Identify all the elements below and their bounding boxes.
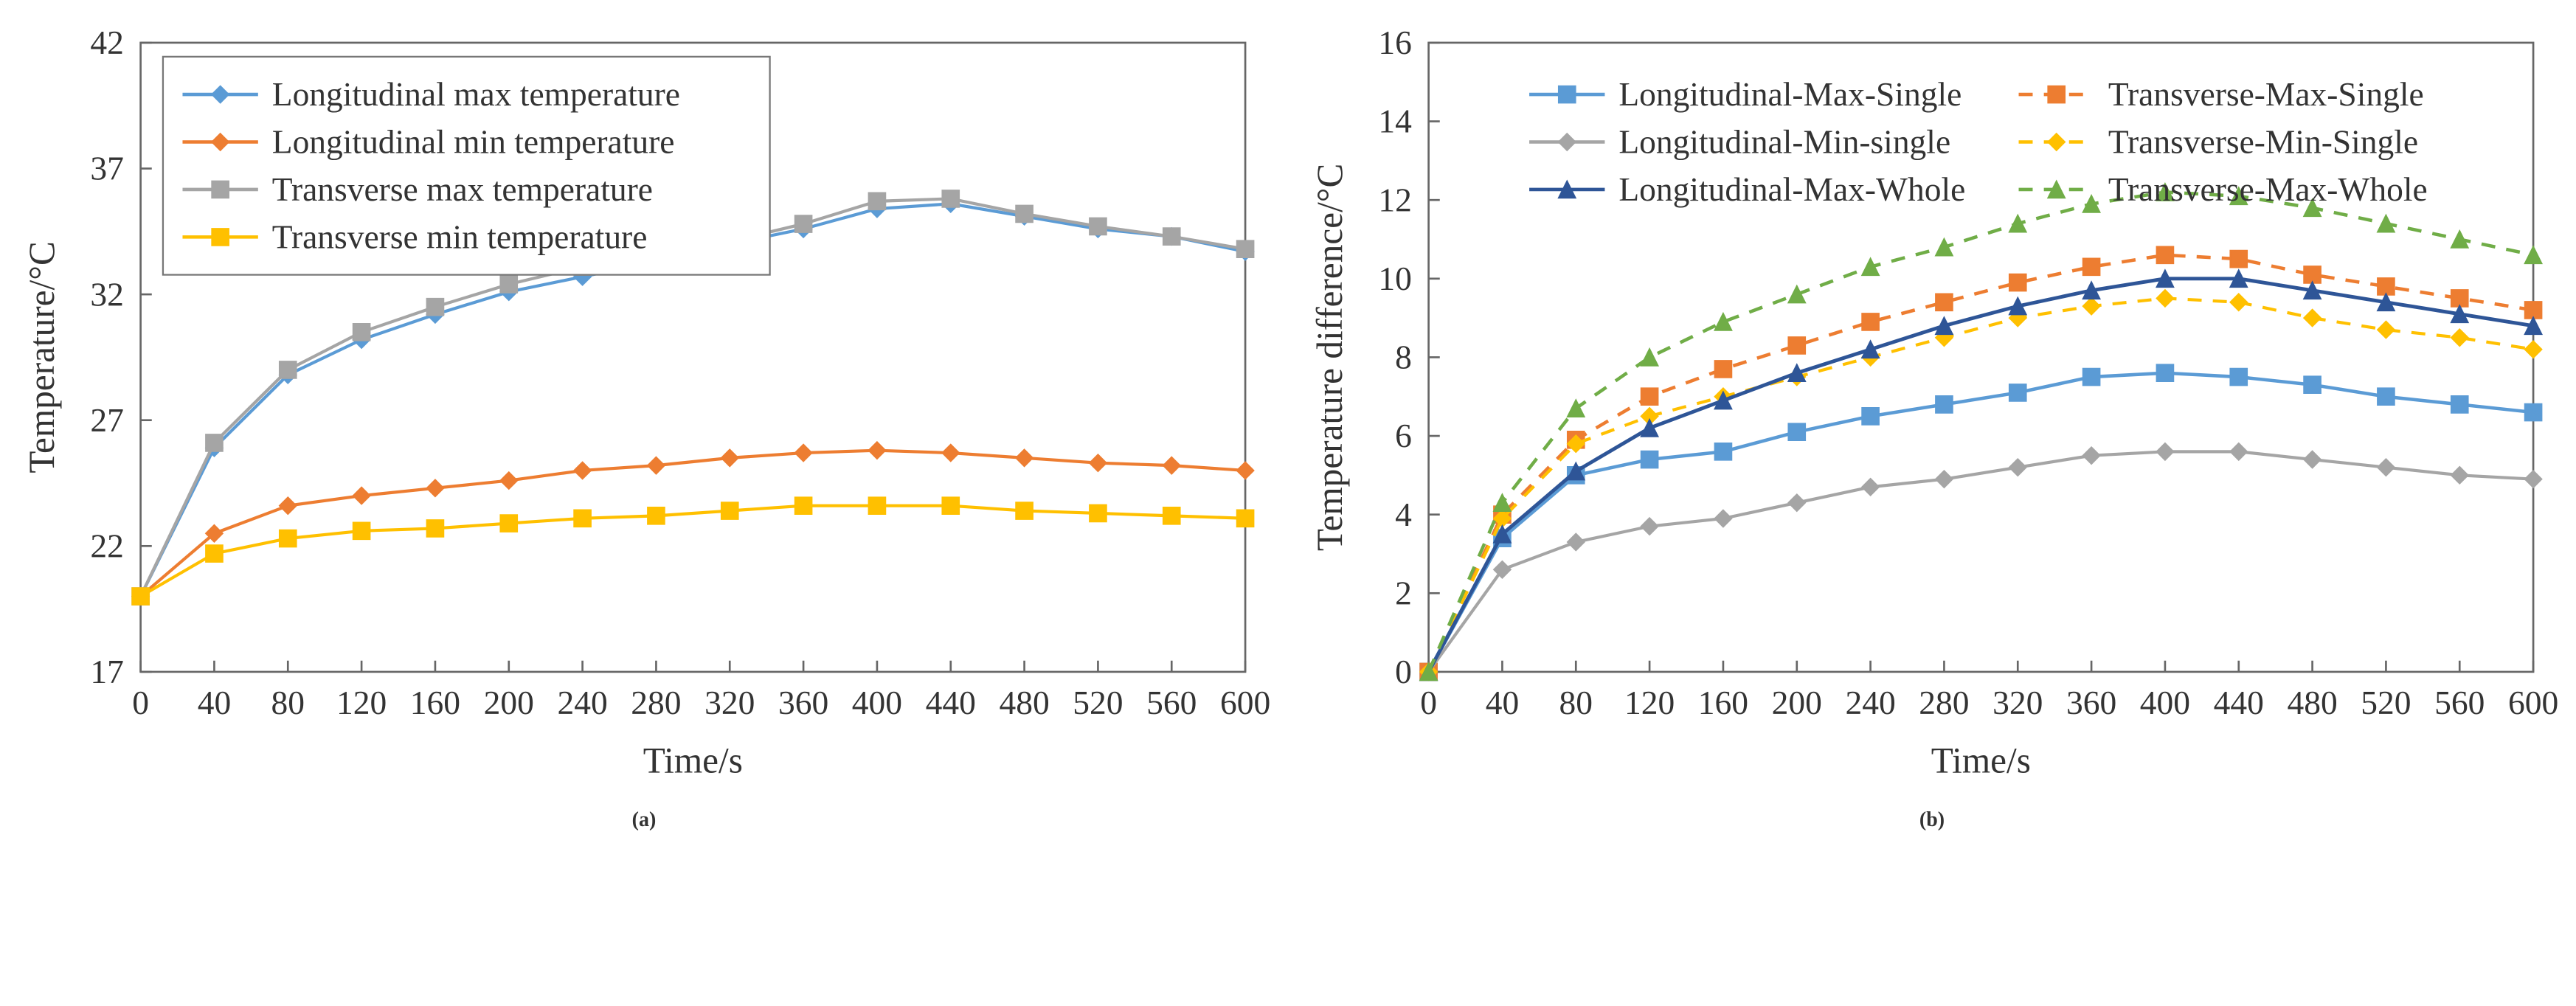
svg-text:10: 10 xyxy=(1378,260,1411,297)
panel-b: 0246810121416040801201602002402803203604… xyxy=(1303,15,2561,832)
svg-text:200: 200 xyxy=(484,684,534,721)
svg-text:160: 160 xyxy=(1698,684,1748,721)
svg-text:8: 8 xyxy=(1395,339,1412,376)
svg-text:600: 600 xyxy=(1220,684,1270,721)
panel-a: 17 22 27 32 37 42 0 40 80 120 160 200 240 280 320 360 40… xyxy=(15,15,1273,832)
svg-text:480: 480 xyxy=(999,684,1049,721)
svg-text:Time/s: Time/s xyxy=(1931,740,2031,780)
svg-text:Longitudinal-Max-Whole: Longitudinal-Max-Whole xyxy=(1618,170,1965,208)
svg-text:320: 320 xyxy=(704,684,755,721)
svg-text:240: 240 xyxy=(557,684,607,721)
svg-text:Transverse-Max-Single: Transverse-Max-Single xyxy=(2108,75,2424,113)
svg-text:400: 400 xyxy=(852,684,902,721)
svg-text:12: 12 xyxy=(1378,181,1411,218)
svg-text:520: 520 xyxy=(1073,684,1123,721)
svg-text:280: 280 xyxy=(631,684,681,721)
svg-text:120: 120 xyxy=(1624,684,1675,721)
svg-text:40: 40 xyxy=(1486,684,1519,721)
svg-text:Transverse max temperature: Transverse max temperature xyxy=(272,170,653,208)
svg-text:4: 4 xyxy=(1395,496,1412,533)
svg-text:40: 40 xyxy=(198,684,231,721)
svg-text:Longitudinal-Min-single: Longitudinal-Min-single xyxy=(1618,123,1950,161)
svg-text:17: 17 xyxy=(90,653,123,690)
svg-text:560: 560 xyxy=(2434,684,2485,721)
svg-text:Longitudinal min temperature: Longitudinal min temperature xyxy=(272,123,675,161)
svg-text:480: 480 xyxy=(2287,684,2337,721)
svg-text:22: 22 xyxy=(90,527,123,564)
svg-text:32: 32 xyxy=(90,275,123,313)
svg-text:Transverse min temperature: Transverse min temperature xyxy=(272,218,648,256)
svg-text:360: 360 xyxy=(778,684,828,721)
svg-text:37: 37 xyxy=(90,150,123,187)
svg-text:600: 600 xyxy=(2508,684,2558,721)
svg-text:80: 80 xyxy=(271,684,305,721)
caption-a: (a) xyxy=(632,808,657,832)
svg-text:27: 27 xyxy=(90,401,123,439)
svg-text:2: 2 xyxy=(1395,574,1412,611)
svg-text:560: 560 xyxy=(1146,684,1197,721)
svg-text:42: 42 xyxy=(90,24,123,61)
svg-text:6: 6 xyxy=(1395,417,1412,454)
svg-text:0: 0 xyxy=(132,684,149,721)
svg-text:320: 320 xyxy=(1992,684,2043,721)
svg-text:160: 160 xyxy=(410,684,460,721)
svg-text:120: 120 xyxy=(336,684,387,721)
svg-text:80: 80 xyxy=(1559,684,1593,721)
chart-a-svg: 17 22 27 32 37 42 0 40 80 120 160 200 240 280 320 360 40… xyxy=(15,15,1273,798)
svg-text:400: 400 xyxy=(2140,684,2190,721)
svg-text:280: 280 xyxy=(1919,684,1969,721)
svg-text:200: 200 xyxy=(1772,684,1822,721)
caption-b: (b) xyxy=(1919,808,1945,832)
svg-text:0: 0 xyxy=(1395,653,1412,690)
chart-b: 0246810121416040801201602002402803203604… xyxy=(1303,15,2561,798)
svg-text:Time/s: Time/s xyxy=(643,740,743,780)
chart-b-svg: 0246810121416040801201602002402803203604… xyxy=(1303,15,2561,798)
svg-text:16: 16 xyxy=(1378,24,1411,61)
svg-text:Transverse-Min-Single: Transverse-Min-Single xyxy=(2108,123,2418,161)
svg-text:Temperature difference/°C: Temperature difference/°C xyxy=(1309,164,1350,552)
svg-text:Longitudinal max temperature: Longitudinal max temperature xyxy=(272,75,680,113)
svg-text:360: 360 xyxy=(2066,684,2116,721)
figure-row: 1722273237420408012016020024028032036040… xyxy=(15,15,2561,832)
chart-a: 17 22 27 32 37 42 0 40 80 120 160 200 240 280 320 360 40… xyxy=(15,15,1273,798)
svg-text:0: 0 xyxy=(1420,684,1437,721)
svg-text:440: 440 xyxy=(2214,684,2264,721)
svg-text:Transverse-Max-Whole: Transverse-Max-Whole xyxy=(2108,170,2428,208)
svg-text:14: 14 xyxy=(1378,103,1412,140)
svg-text:240: 240 xyxy=(1845,684,1895,721)
svg-text:Temperature/°C: Temperature/°C xyxy=(21,241,62,473)
svg-text:440: 440 xyxy=(926,684,976,721)
svg-text:Longitudinal-Max-Single: Longitudinal-Max-Single xyxy=(1618,75,1962,113)
svg-text:520: 520 xyxy=(2361,684,2411,721)
